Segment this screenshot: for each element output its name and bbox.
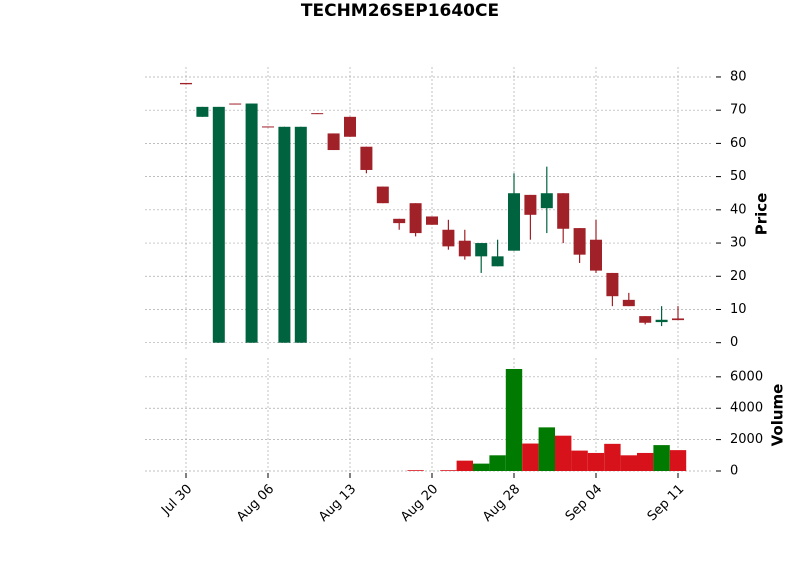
volume-axis-label: Volume — [769, 384, 787, 447]
volume-bar — [587, 452, 605, 471]
volume-tick-label: 4000 — [730, 401, 763, 416]
candle-body — [672, 318, 684, 321]
candle-body — [491, 256, 504, 267]
volume-bar — [505, 368, 523, 471]
volume-bar — [620, 455, 637, 471]
candle-body — [278, 126, 291, 343]
volume-bar — [473, 463, 490, 471]
candle-body — [196, 106, 209, 117]
candle-body — [524, 194, 537, 215]
x-tick-label: Sep 04 — [563, 482, 606, 525]
volume-bar — [440, 470, 457, 471]
candle-body — [229, 103, 242, 105]
candle-body — [180, 82, 192, 85]
chart-title: TECHM26SEP1640CE — [301, 1, 499, 21]
candle-body — [344, 116, 356, 137]
candle-body — [458, 240, 471, 257]
y-tick-label: 70 — [730, 103, 747, 118]
volume-tick-label: 0 — [730, 464, 738, 479]
x-tick-label: Jul 30 — [158, 482, 195, 519]
candle-body — [376, 186, 389, 204]
candle-body — [573, 228, 586, 255]
volume-bar — [407, 470, 424, 471]
volume-bar — [522, 443, 539, 471]
y-tick-label: 50 — [730, 169, 747, 184]
y-tick-label: 30 — [730, 236, 747, 251]
x-tick-label: Aug 13 — [316, 482, 359, 525]
y-axis-label: Price — [753, 193, 771, 236]
candle-body — [655, 319, 668, 323]
volume-bar — [653, 445, 670, 471]
candle-body — [622, 299, 635, 307]
candle-body — [426, 216, 438, 225]
y-tick-label: 80 — [730, 69, 747, 84]
candle-body — [639, 316, 652, 323]
volume-tick-label: 6000 — [730, 369, 763, 384]
candle-body — [508, 193, 520, 251]
y-tick-label: 10 — [730, 302, 747, 317]
candle-body — [557, 193, 570, 229]
volume-bar — [571, 450, 588, 471]
y-tick-label: 40 — [730, 202, 747, 217]
volume-bar — [489, 455, 506, 471]
candle-body — [294, 126, 307, 343]
y-tick-label: 0 — [730, 335, 738, 350]
candle-body — [393, 218, 406, 224]
candle-body — [245, 103, 258, 343]
candle-body — [327, 133, 340, 151]
volume-bar — [538, 427, 555, 471]
x-tick-label: Aug 28 — [480, 482, 523, 525]
candle-body — [475, 243, 488, 257]
volume-bar — [456, 460, 473, 471]
y-tick-label: 20 — [730, 269, 747, 284]
volume-bar — [637, 452, 654, 471]
candle-body — [442, 229, 455, 247]
candle-body — [540, 193, 553, 209]
candle-body — [311, 113, 324, 115]
x-tick-label: Sep 11 — [645, 482, 688, 525]
volume-bar — [669, 450, 687, 471]
x-tick-label: Aug 06 — [234, 482, 277, 525]
x-tick-label: Aug 20 — [398, 482, 441, 525]
y-tick-label: 60 — [730, 136, 747, 151]
candle-body — [212, 106, 225, 343]
candle-body — [606, 272, 619, 297]
volume-bar — [604, 443, 621, 471]
candle-body — [262, 126, 274, 128]
candle-body — [409, 203, 422, 234]
candle-body — [590, 239, 602, 271]
volume-tick-label: 2000 — [730, 432, 763, 447]
volume-bar — [555, 435, 572, 471]
candle-body — [360, 146, 373, 170]
